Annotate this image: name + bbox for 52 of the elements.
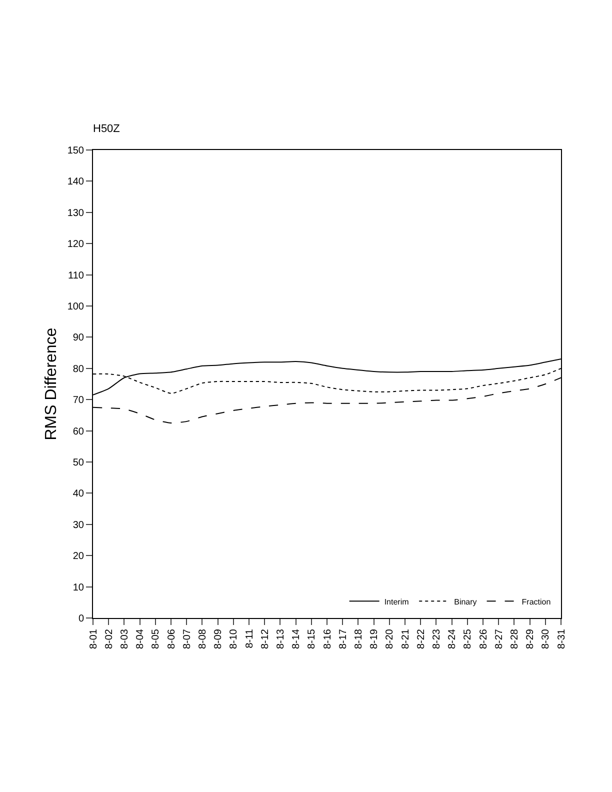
x-tick-label: 8-08 (197, 628, 208, 650)
x-tick-label: 8-13 (275, 628, 286, 650)
x-tick-label: 8-29 (525, 628, 536, 650)
x-tick-label: 8-14 (291, 628, 302, 650)
x-tick-label: 8-19 (369, 628, 380, 650)
x-tick-label: 8-03 (119, 628, 130, 650)
y-tick-label: 130 (67, 208, 84, 219)
y-tick-label: 0 (78, 614, 84, 624)
x-tick-label: 8-22 (416, 628, 427, 650)
y-tick-label: 70 (72, 395, 84, 406)
x-tick-label: 8-25 (462, 628, 474, 650)
x-tick-label: 8-05 (150, 628, 162, 650)
y-axis-title: RMS Difference (43, 328, 60, 440)
x-tick-label: 8-17 (338, 628, 349, 650)
y-tick-label: 80 (72, 364, 84, 375)
x-tick-label: 8-21 (400, 628, 412, 650)
y-tick-label: 100 (67, 302, 84, 312)
y-tick-label: 140 (67, 176, 84, 188)
x-tick-label: 8-15 (306, 628, 318, 650)
y-tick-label: 60 (72, 426, 84, 438)
y-tick-label: 120 (67, 239, 84, 250)
x-tick-label: 8-18 (353, 628, 364, 650)
x-tick-label: 8-30 (540, 628, 552, 650)
chart-title: H50Z (93, 122, 120, 135)
x-tick-label: 8-27 (494, 628, 505, 650)
x-tick-label: 8-28 (509, 628, 520, 650)
x-tick-label: 8-07 (182, 628, 193, 650)
x-tick-label: 8-20 (384, 628, 396, 650)
x-tick-label: 8-06 (166, 628, 178, 650)
x-tick-label: 8-09 (213, 628, 224, 650)
x-tick-label: 8-10 (228, 628, 240, 650)
y-tick-label: 110 (68, 270, 84, 282)
x-tick-label: 8-02 (104, 628, 115, 650)
y-tick-label: 50 (72, 458, 84, 468)
x-tick-label: 8-11 (244, 628, 256, 648)
y-tick-label: 20 (72, 551, 84, 562)
y-tick-label: 30 (72, 520, 84, 531)
x-tick-label: 8-12 (260, 628, 271, 650)
x-tick-label: 8-04 (135, 628, 146, 650)
y-tick-label: 10 (72, 582, 84, 594)
y-tick-label: 90 (72, 332, 84, 344)
x-tick-label: 8-31 (556, 628, 568, 650)
legend-label: Interim (384, 597, 410, 606)
y-tick-label: 40 (72, 488, 84, 500)
x-tick-label: 8-01 (88, 628, 100, 650)
x-tick-label: 8-24 (447, 628, 458, 650)
legend-label: Binary (454, 597, 477, 606)
legend-label: Fraction (522, 597, 551, 606)
x-tick-label: 8-26 (478, 628, 490, 650)
y-tick-label: 150 (67, 146, 84, 156)
x-tick-label: 8-16 (322, 628, 334, 650)
x-tick-label: 8-23 (431, 628, 442, 650)
